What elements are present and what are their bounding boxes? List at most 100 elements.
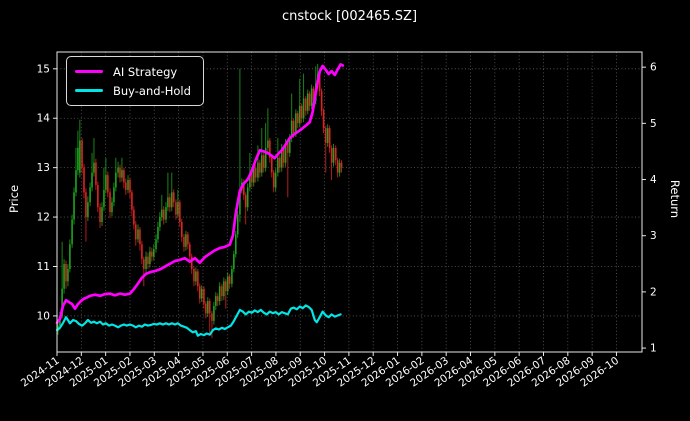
chart-title: cnstock [002465.SZ] xyxy=(281,9,418,24)
candle-body xyxy=(67,268,69,282)
candle-body xyxy=(149,251,151,265)
candle-body xyxy=(254,167,257,178)
candle-body xyxy=(324,128,327,143)
candle-body xyxy=(119,167,121,178)
candle-body xyxy=(267,140,269,148)
candle-body xyxy=(228,276,231,284)
return-tick-label: 4 xyxy=(650,174,657,186)
candle-body xyxy=(305,98,307,111)
candle-body xyxy=(284,142,287,163)
legend-item-ai-strategy: AI Strategy xyxy=(75,62,191,81)
candle-body xyxy=(318,73,321,92)
candle-body xyxy=(139,229,141,245)
candle-body xyxy=(236,214,239,235)
candle-body xyxy=(111,202,113,213)
candle-body xyxy=(165,207,167,220)
ai-strategy-line xyxy=(55,63,345,325)
candle-body xyxy=(169,197,171,208)
candle-body xyxy=(89,187,91,203)
candle-body xyxy=(332,147,335,163)
candle-body xyxy=(157,226,159,240)
candle-body xyxy=(274,172,277,188)
candle-body xyxy=(197,271,199,287)
candle-body xyxy=(129,180,131,193)
candle-body xyxy=(200,288,203,299)
candle-body xyxy=(131,192,133,210)
candle-body xyxy=(215,296,217,307)
candle-body xyxy=(147,256,149,265)
candle-body xyxy=(282,147,285,163)
candle-body xyxy=(279,157,281,168)
candle-body xyxy=(167,197,169,208)
price-tick-label: 15 xyxy=(37,63,50,75)
candle-body xyxy=(226,276,229,292)
candle-body xyxy=(161,209,163,218)
candle-body xyxy=(218,286,221,302)
candle-body xyxy=(244,194,247,208)
candle-body xyxy=(171,192,173,208)
price-tick-label: 10 xyxy=(37,310,50,322)
candle-body xyxy=(264,147,267,168)
candle-body xyxy=(292,120,295,134)
candle-body xyxy=(63,264,65,289)
price-axis-label: Price xyxy=(7,184,21,214)
candle-body xyxy=(137,229,139,240)
candle-body xyxy=(297,113,299,124)
candle-body xyxy=(207,301,209,314)
return-tick-label: 1 xyxy=(650,343,657,355)
candle-body xyxy=(205,303,207,314)
return-tick-label: 5 xyxy=(650,118,657,130)
candle-body xyxy=(123,170,125,183)
legend-label: Buy-and-Hold xyxy=(113,83,191,98)
candle-body xyxy=(91,172,93,188)
candle-body xyxy=(213,306,215,321)
candle-body xyxy=(151,251,153,257)
candle-body xyxy=(225,281,227,292)
candle-body xyxy=(83,167,85,193)
candle-body xyxy=(198,286,201,299)
candle-body xyxy=(105,175,107,190)
candle-body xyxy=(270,157,273,173)
candle-body xyxy=(143,259,145,269)
candle-body xyxy=(101,207,103,223)
legend-label: AI Strategy xyxy=(113,64,178,79)
candle-body xyxy=(113,187,115,203)
return-axis-label: Return xyxy=(668,179,682,219)
candle-body xyxy=(259,162,261,173)
candle-body xyxy=(320,91,323,111)
candle-body xyxy=(251,172,253,183)
candle-body xyxy=(340,162,343,168)
candle-body xyxy=(193,268,195,282)
candle-body xyxy=(336,160,339,173)
candle-body xyxy=(183,236,185,247)
candle-body xyxy=(287,142,289,153)
candle-body xyxy=(306,93,309,111)
candle-body xyxy=(85,192,87,218)
candle-body xyxy=(308,93,311,106)
candle-body xyxy=(153,249,155,257)
candle-body xyxy=(257,162,259,178)
candle-body xyxy=(162,209,165,220)
candle-body xyxy=(127,180,129,190)
candle-body xyxy=(328,128,331,148)
candle-body xyxy=(262,155,265,168)
candle-body xyxy=(155,239,157,250)
candle-body xyxy=(310,88,313,106)
candle-body xyxy=(125,182,127,190)
candle-body xyxy=(243,182,245,195)
legend: AI Strategy Buy-and-Hold xyxy=(66,56,204,106)
price-tick-label: 13 xyxy=(37,162,50,174)
candle-body xyxy=(180,222,183,237)
candle-body xyxy=(326,128,329,143)
candle-body xyxy=(75,170,77,193)
candle-body xyxy=(81,140,83,168)
candle-body xyxy=(115,172,117,188)
candle-body xyxy=(239,189,241,215)
candle-body xyxy=(87,202,89,218)
candle-body xyxy=(312,88,315,101)
candle-body xyxy=(246,187,249,208)
candle-body xyxy=(73,192,75,220)
candle-body xyxy=(190,256,193,269)
candle-body xyxy=(77,147,79,171)
